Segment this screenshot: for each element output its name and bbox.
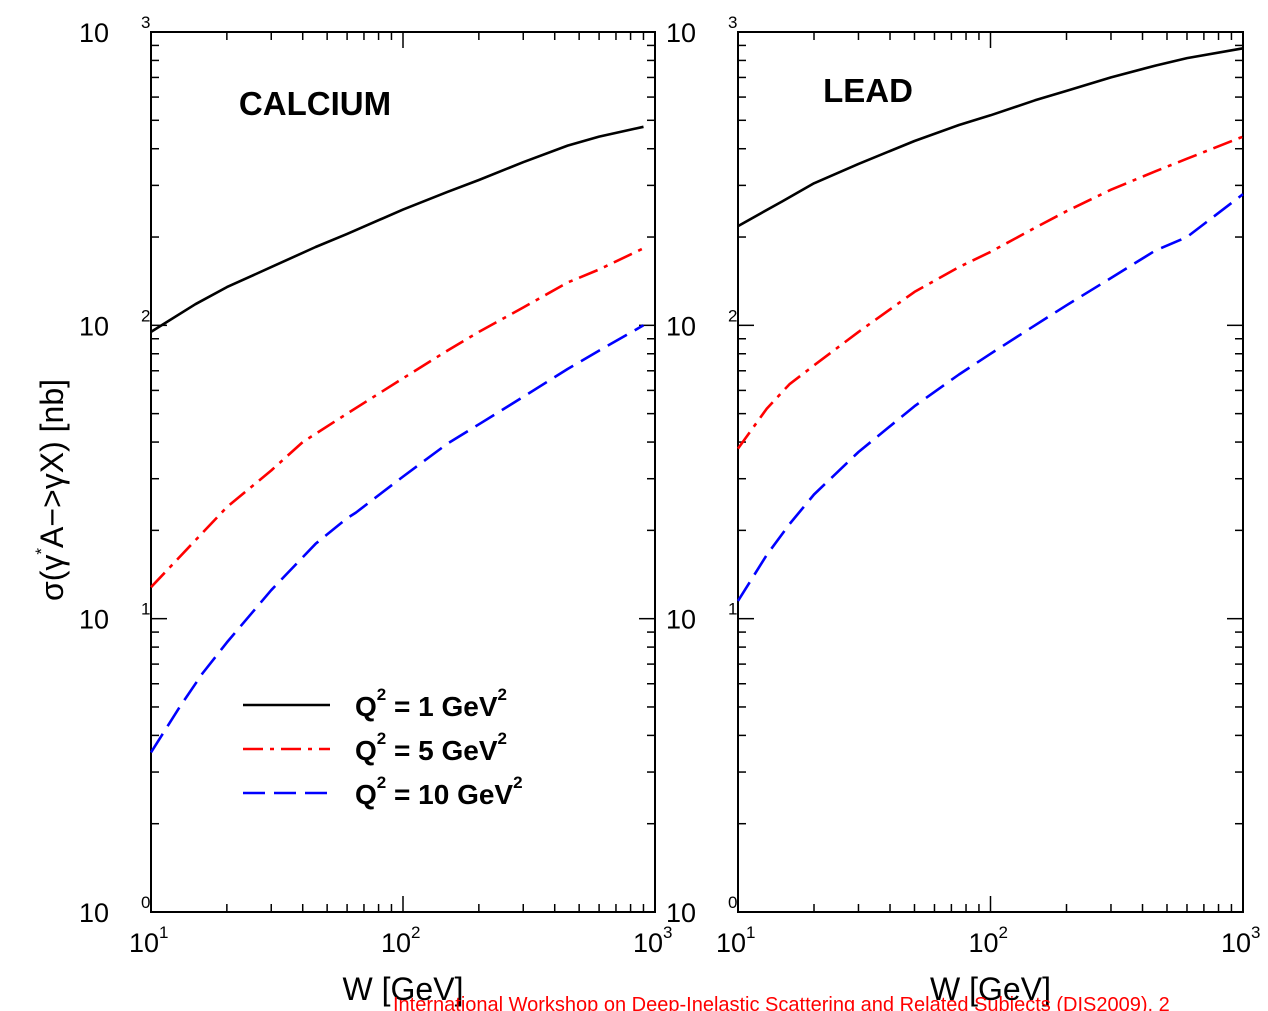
x-tick-label: 102 [381, 923, 421, 958]
panel-title: LEAD [823, 72, 913, 109]
y-tick-label: 10 3 [79, 13, 150, 48]
series-line [149, 324, 645, 754]
axis-ticks [150, 32, 655, 913]
panel-title: CALCIUM [239, 85, 391, 122]
series-line [736, 193, 1244, 602]
axis-ticks [737, 32, 1243, 913]
series-line [736, 135, 1244, 450]
x-axis-title: W [GeV] [930, 971, 1051, 1007]
series-line [150, 125, 644, 334]
legend: Q2 = 1 GeV2 Q2 = 5 GeV2 Q2 = 10 GeV2 [243, 685, 523, 810]
x-tick-label: 101 [716, 923, 756, 958]
series-line [150, 247, 645, 589]
x-tick-label: 103 [1221, 923, 1261, 958]
y-tick-label: 10 0 [666, 893, 737, 928]
y-tick-label: 10 0 [79, 893, 150, 928]
y-tick-label: 10 1 [79, 600, 150, 635]
y-axis-title: σ(γ*A−>γX) [nb] [32, 379, 70, 601]
legend-entry: Q2 = 5 GeV2 [355, 729, 507, 766]
x-axis-title: W [GeV] [343, 971, 464, 1007]
y-tick-label: 10 3 [666, 13, 737, 48]
y-tick-label: 10 1 [666, 600, 737, 635]
series-line [737, 47, 1244, 228]
legend-entry: Q2 = 1 GeV2 [355, 685, 507, 722]
y-tick-label: 10 2 [666, 306, 737, 341]
y-tick-label: 10 2 [79, 306, 150, 341]
footer-text: International Workshop on Deep-Inelastic… [393, 994, 1170, 1011]
legend-entry: Q2 = 10 GeV2 [355, 773, 523, 810]
x-tick-label: 103 [633, 923, 673, 958]
x-tick-label: 101 [129, 923, 169, 958]
x-tick-label: 102 [969, 923, 1009, 958]
plot-frame [737, 31, 1244, 913]
